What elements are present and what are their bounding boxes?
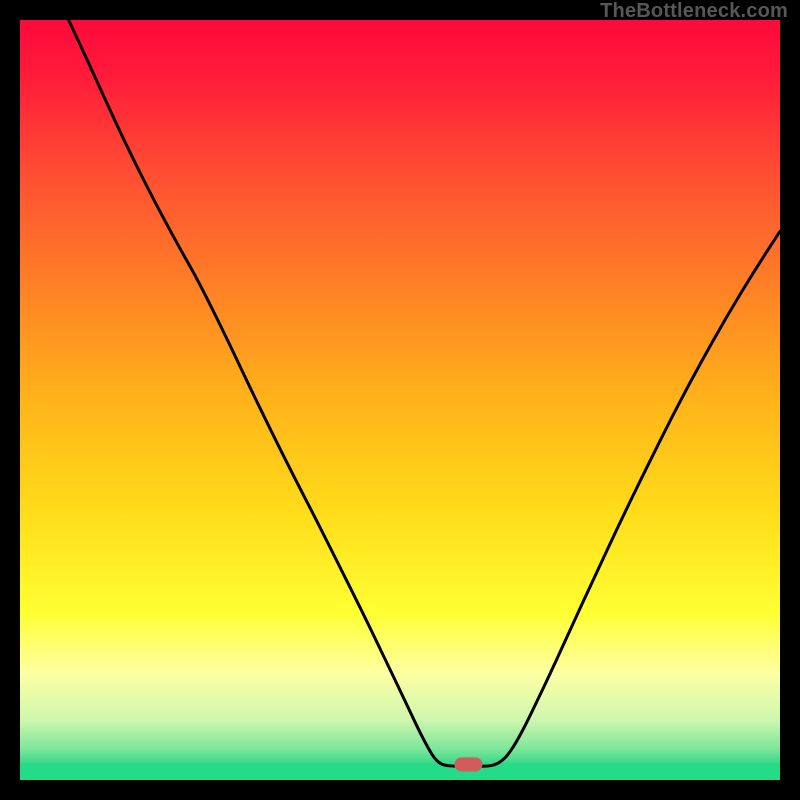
chart-background [20,20,780,780]
green-baseline-band [20,763,780,780]
bottleneck-chart [20,20,780,780]
chart-container: TheBottleneck.com [0,0,800,800]
optimal-point-marker [454,757,482,771]
